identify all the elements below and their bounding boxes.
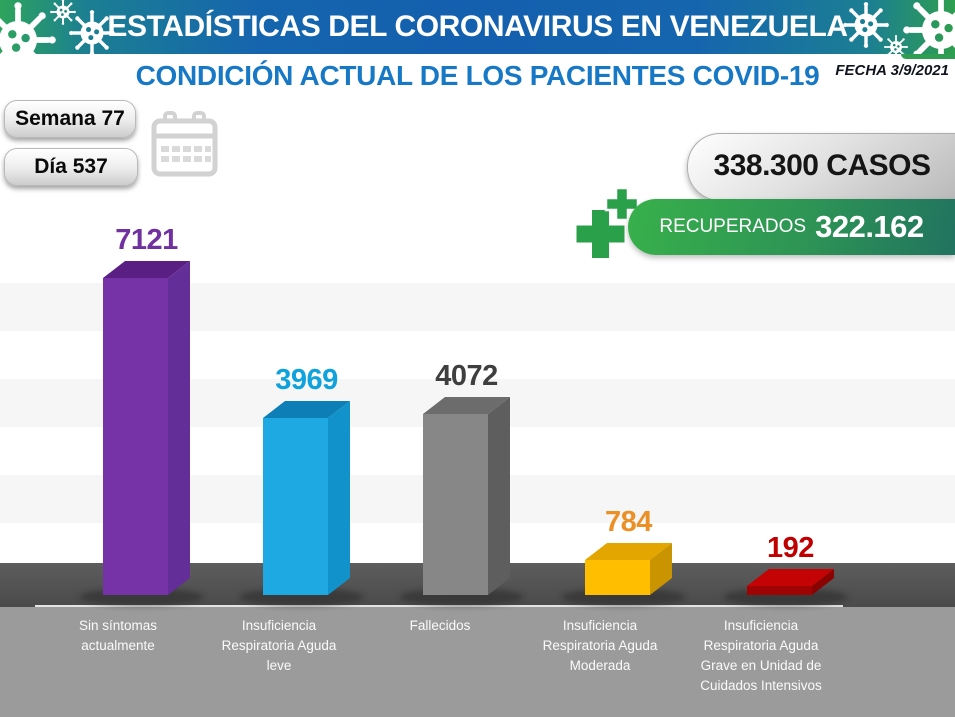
page-title: CONDICIÓN ACTUAL DE LOS PACIENTES COVID-… [135,60,820,91]
bar-top-face [263,401,350,418]
calendar-icon [151,111,218,177]
bar-side-face [328,401,350,595]
bar-group: 784 [561,506,686,606]
bar-side-face [168,261,190,595]
bar-side-face [650,543,672,595]
bar-front-face [103,278,168,595]
bar-side-face [488,397,510,595]
header-edge-decoration [901,54,955,59]
header-banner: ESTADÍSTICAS DEL CORONAVIRUS EN VENEZUEL… [0,0,955,54]
category-label: Sin síntomas actualmente [78,618,158,653]
x-axis-line [35,605,843,607]
app-title: ESTADÍSTICAS DEL CORONAVIRUS EN VENEZUEL… [107,10,848,43]
bar-value-label: 3969 [275,364,338,396]
bar-value-label: 784 [605,506,652,538]
date-label: FECHA 3/9/2021 [835,62,949,79]
bar-front-face [747,586,812,595]
bar-group: 4072 [399,360,524,606]
bar-side-face [812,569,834,595]
bar-value-label: 4072 [435,360,498,392]
bar-top-face [423,397,510,414]
week-badge: Semana 77 [4,100,136,138]
bar-group: 7121 [79,224,204,606]
bar-value-label: 7121 [115,224,178,256]
category-label-area [0,607,955,717]
bar-value-label: 192 [767,532,814,564]
bar-top-face [747,569,834,586]
recovered-label: RECUPERADOS [659,216,807,237]
bar-top-face [585,543,672,560]
category-label: Insuficiencia Respiratoria Aguda Grave e… [700,618,822,693]
bar-top-face [103,261,190,278]
bar-front-face [585,560,650,595]
category-label: Fallecidos [409,618,471,633]
total-cases-badge: 338.300 CASOS [687,133,955,201]
recovered-value: 322.162 [815,209,924,244]
category-label: Insuficiencia Respiratoria Aguda Moderad… [542,618,658,673]
category-label: Insuficiencia Respiratoria Aguda leve [221,618,337,673]
bar-front-face [263,418,328,595]
bar-group: 192 [723,532,848,606]
bar-front-face [423,414,488,595]
bar-group: 3969 [239,364,364,606]
recovered-badge: RECUPERADOS 322.162 [628,199,955,255]
day-badge: Día 537 [4,148,138,186]
